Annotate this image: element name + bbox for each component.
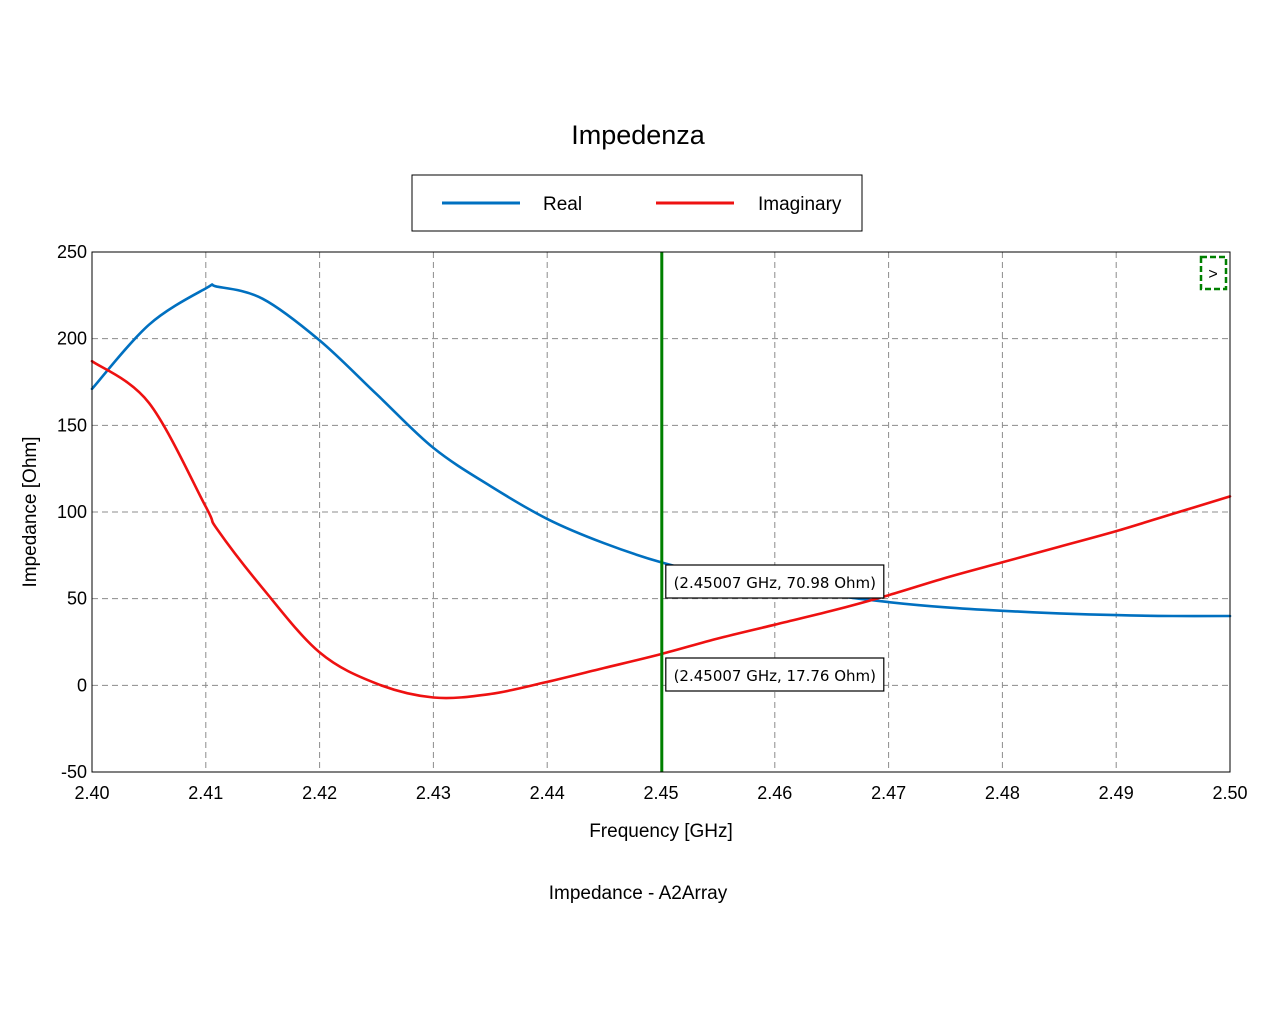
y-axis-ticks: 250 200 150 100 50 0 -50 [57, 242, 87, 782]
expand-arrow-icon[interactable]: > [1208, 266, 1217, 283]
y-tick-label: 200 [57, 329, 87, 349]
series-line-real [90, 283, 1232, 618]
marker[interactable]: (2.45007 GHz, 70.98 Ohm) (2.45007 GHz, 17… [660, 252, 885, 772]
series [90, 283, 1232, 700]
y-tick-label: 0 [77, 675, 87, 695]
x-tick-label: 2.50 [1212, 783, 1247, 803]
x-tick-label: 2.46 [757, 783, 792, 803]
marker-label-box [665, 657, 885, 692]
legend: Real Imaginary [411, 174, 863, 232]
marker-label: (2.45007 GHz, 70.98 Ohm) [674, 574, 876, 592]
x-tick-label: 2.40 [74, 783, 109, 803]
y-tick-label: 150 [57, 415, 87, 435]
x-axis-title: Frequency [GHz] [589, 821, 733, 842]
x-tick-label: 2.44 [530, 783, 565, 803]
series-line-imaginary [90, 359, 1232, 700]
marker-label: (2.45007 GHz, 17.76 Ohm) [674, 667, 876, 685]
x-axis-ticks: 2.40 2.41 2.42 2.43 2.44 2.45 2.46 2.47 2.48 2.49… [74, 783, 1247, 803]
x-tick-label: 2.49 [1099, 783, 1134, 803]
x-tick-label: 2.47 [871, 783, 906, 803]
y-tick-label: -50 [61, 762, 87, 782]
y-tick-label: 250 [57, 242, 87, 262]
chart-title: Impedenza [571, 120, 706, 150]
x-tick-label: 2.42 [302, 783, 337, 803]
y-axis-title: Impedance [Ohm] [20, 436, 41, 587]
chart-caption: Impedance - A2Array [549, 883, 728, 904]
expand-button-frame[interactable] [1199, 255, 1228, 291]
y-tick-label: 50 [67, 589, 87, 609]
plot-area-border [91, 251, 1231, 773]
y-tick-label: 100 [57, 502, 87, 522]
marker-label-box [665, 564, 885, 599]
expand-button[interactable]: > [1199, 255, 1228, 291]
x-tick-label: 2.48 [985, 783, 1020, 803]
x-tick-label: 2.41 [188, 783, 223, 803]
x-tick-label: 2.43 [416, 783, 451, 803]
legend-label-real: Real [543, 194, 582, 215]
x-tick-label: 2.45 [643, 783, 678, 803]
legend-label-imaginary: Imaginary [758, 194, 842, 215]
